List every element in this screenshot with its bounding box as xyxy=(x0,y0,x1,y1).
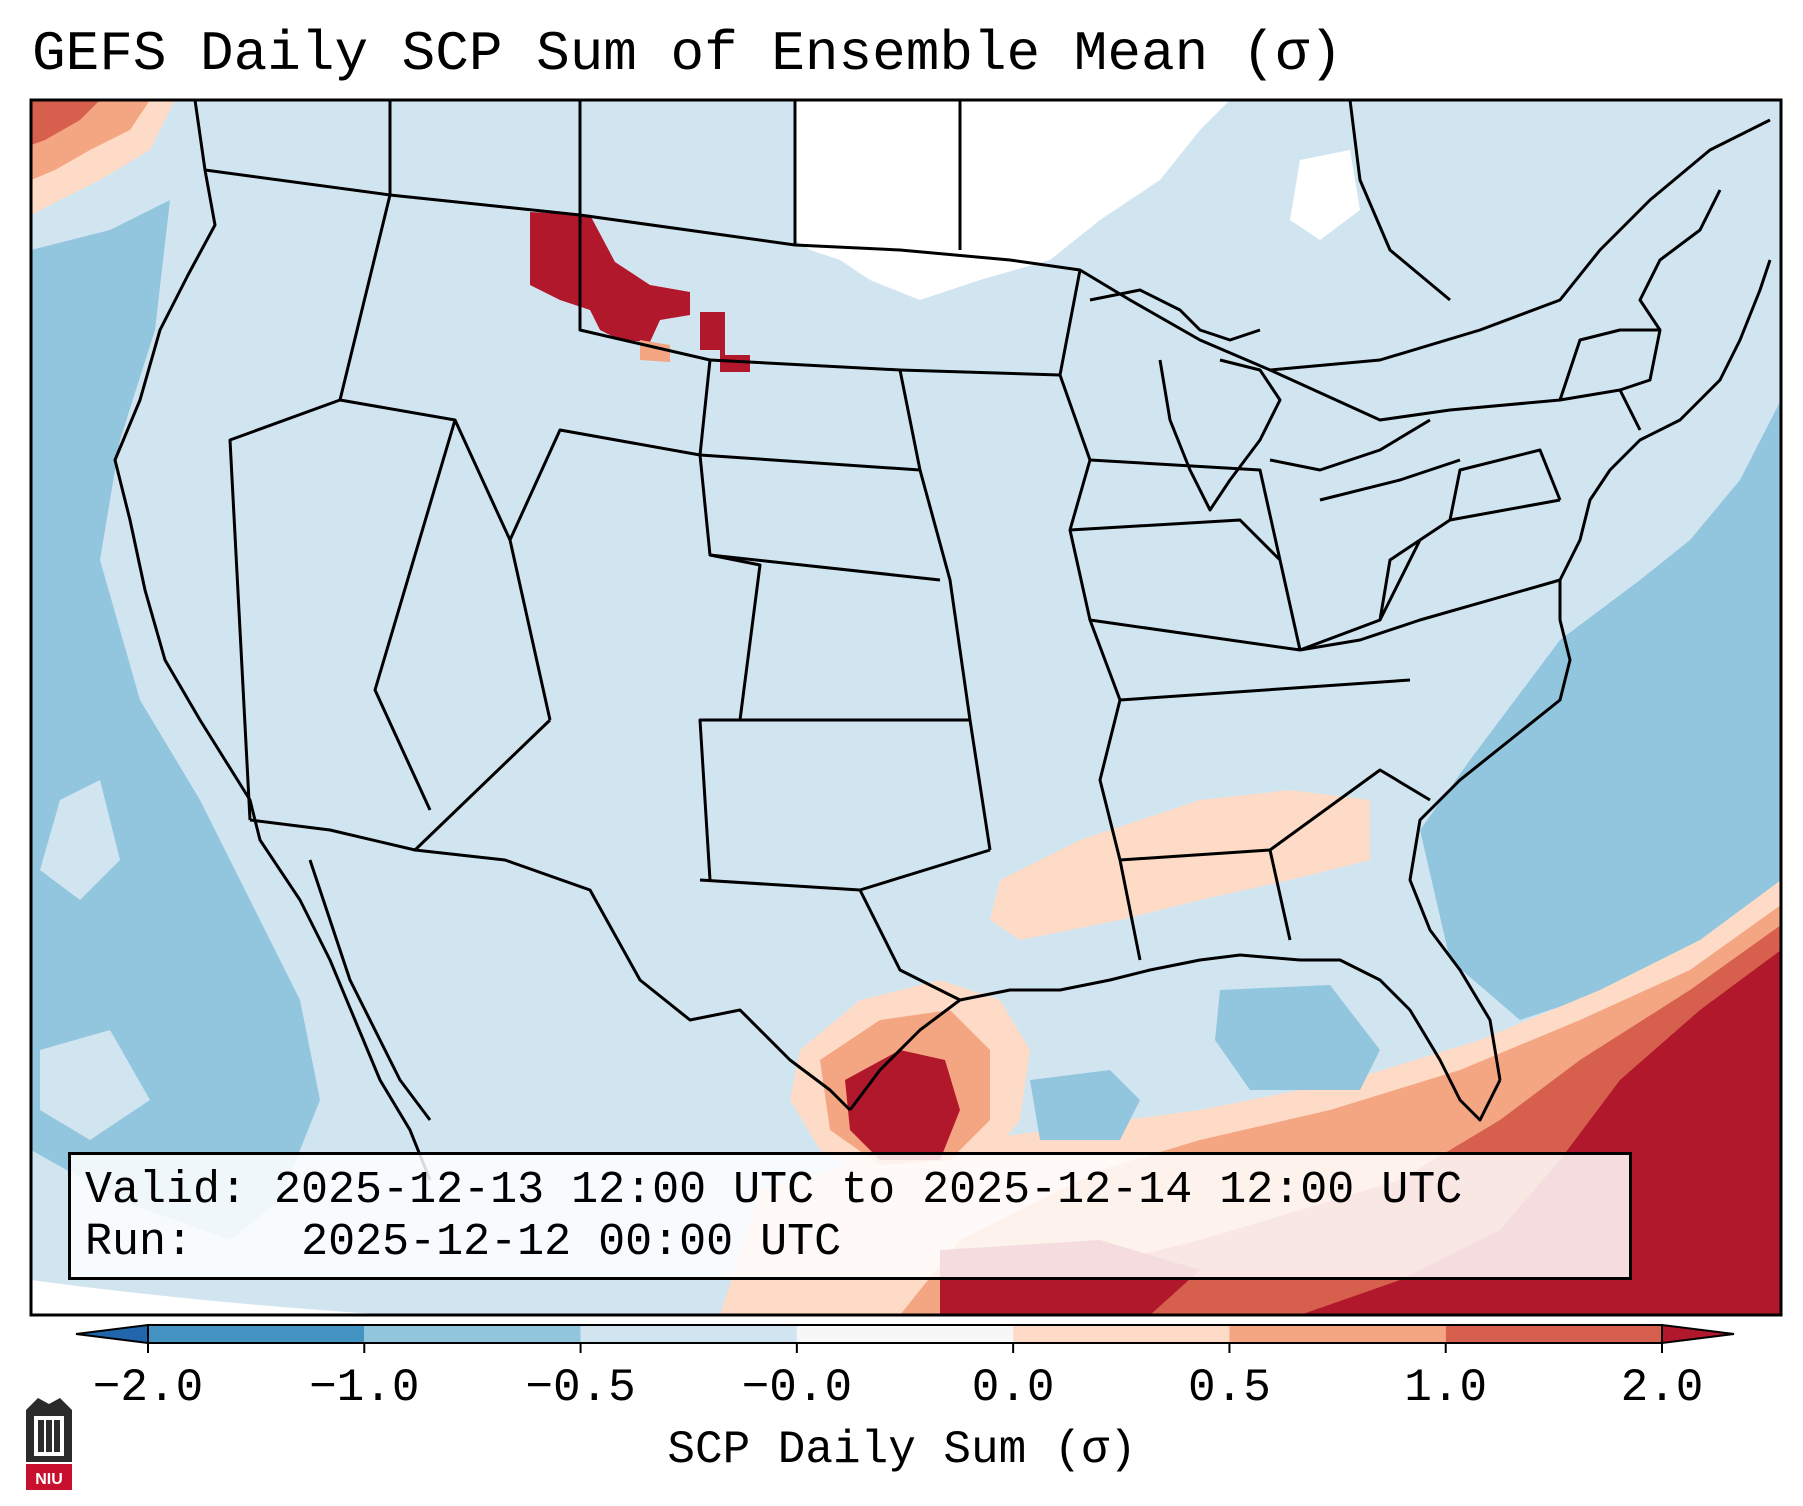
anomaly-dakota-positive xyxy=(700,312,750,372)
colorbar-tick-label: −2.0 xyxy=(92,1362,204,1414)
anomaly-northwest-positive-max xyxy=(31,100,100,145)
valid-label: Valid: xyxy=(85,1165,248,1216)
colorbar-extend-high xyxy=(1661,1323,1735,1345)
run-value: 2025-12-12 00:00 UTC xyxy=(301,1217,842,1268)
valid-info-box: Valid: 2025-12-13 12:00 UTC to 2025-12-1… xyxy=(68,1152,1632,1280)
colorbar-tick-label: 2.0 xyxy=(1620,1362,1704,1414)
colorbar-tick-label: 1.0 xyxy=(1404,1362,1488,1414)
colorbar-tick-label: −1.0 xyxy=(309,1362,420,1414)
colorbar-extend-low xyxy=(75,1323,149,1345)
anomaly-southeast-positive xyxy=(990,790,1370,940)
canada-provinces xyxy=(388,100,1451,302)
great-lakes xyxy=(1089,288,1461,512)
valid-value: 2025-12-13 12:00 UTC to 2025-12-14 12:00… xyxy=(274,1165,1463,1216)
colorbar-tick-label: 0.0 xyxy=(971,1362,1055,1414)
colorbar-segment xyxy=(580,1325,797,1343)
map-frame xyxy=(31,100,1781,1315)
colorbar-segment xyxy=(1013,1325,1230,1343)
anomaly-gulf-negative-west xyxy=(1030,1070,1140,1140)
map-frame-border xyxy=(29,98,1783,1317)
state-lines-plains xyxy=(699,358,992,1002)
map-title: GEFS Daily SCP Sum of Ensemble Mean (σ) xyxy=(32,22,1343,86)
political-borders xyxy=(113,100,1772,1181)
coastline-baja xyxy=(308,859,432,1121)
colorbar xyxy=(75,1323,1735,1353)
colorbar-tick-label: −0.0 xyxy=(741,1362,853,1414)
colorbar-tick-label: −0.5 xyxy=(525,1362,636,1414)
anomaly-pacific-weak-patch-2 xyxy=(40,1030,150,1140)
coastline-pacific xyxy=(113,100,432,1181)
niu-logo-icon: NIU xyxy=(20,1392,78,1492)
border-us-mexico xyxy=(249,818,852,1112)
coastline-atlantic xyxy=(1408,259,1772,1081)
anomaly-pacific-negative xyxy=(31,200,320,1240)
anomaly-montana-positive xyxy=(530,212,690,342)
coastline-gulf xyxy=(848,953,1502,1122)
anomaly-gulf-negative-east xyxy=(1215,985,1380,1090)
colorbar-segment xyxy=(364,1325,581,1343)
anomaly-canada-near-zero-patch xyxy=(1290,150,1360,240)
state-lines-east xyxy=(899,269,1562,961)
border-us-canada xyxy=(204,118,1771,372)
run-label: Run: xyxy=(85,1217,194,1268)
run-line: Run: 2025-12-12 00:00 UTC xyxy=(85,1217,841,1268)
colorbar-segment xyxy=(148,1325,365,1343)
anomaly-pacific-weak-patch xyxy=(40,780,120,900)
colorbar-outline xyxy=(147,1324,1663,1344)
colorbar-segment xyxy=(796,1325,1014,1343)
niu-logo-text: NIU xyxy=(35,1471,63,1488)
anomaly-atlantic-negative xyxy=(1420,400,1781,1020)
colorbar-segment xyxy=(1229,1325,1446,1343)
projection-edge xyxy=(31,1280,392,1315)
colorbar-segment xyxy=(1445,1325,1662,1343)
colorbar-tick-label: 0.5 xyxy=(1188,1362,1271,1414)
anomaly-caribbean-positive-max xyxy=(1300,950,1781,1315)
colorbar-label: SCP Daily Sum (σ) xyxy=(667,1424,1137,1476)
state-lines-northeast xyxy=(1269,189,1722,431)
state-lines-west xyxy=(228,194,762,881)
valid-line: Valid: 2025-12-13 12:00 UTC to 2025-12-1… xyxy=(85,1165,1462,1216)
